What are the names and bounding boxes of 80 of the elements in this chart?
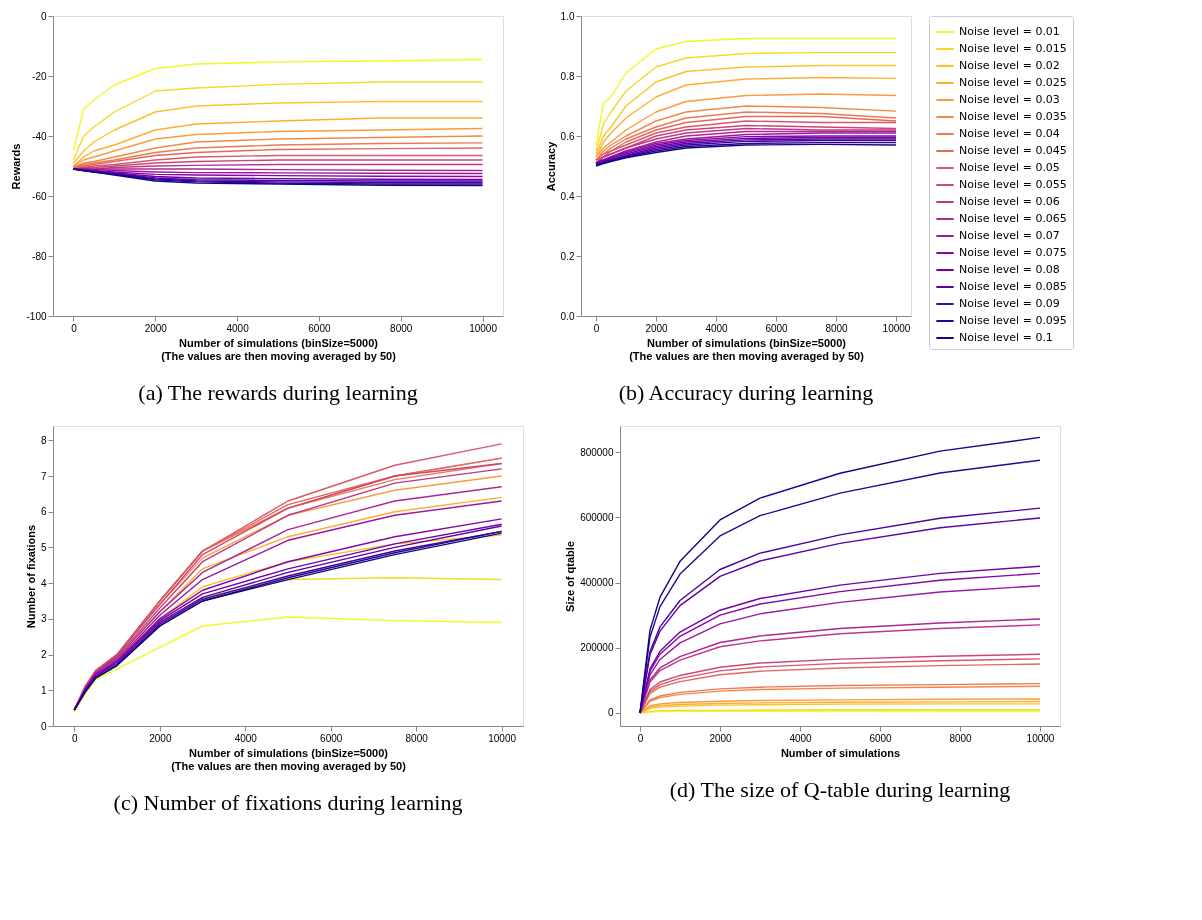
text: (a) The rewards during learning: [138, 380, 418, 405]
x-tick-label: 6000: [765, 322, 789, 334]
x-tick-label: 10000: [469, 322, 498, 334]
x-axis-title: Number of simulations (binSize=5000) (The values are then moving averaged by 50): [629, 336, 865, 362]
y-tick-label: 200000: [580, 642, 614, 654]
legend-label: Noise level = 0.04: [959, 127, 1060, 140]
x-axis-title: Number of simulations: [780, 746, 901, 759]
y-tick-label: 0: [607, 707, 614, 719]
y-tick-label: 0.2: [560, 250, 575, 262]
y-tick-label: 0: [40, 720, 47, 732]
text: (c) Number of fixations during learning: [113, 790, 463, 815]
x-tick-label: 0: [637, 732, 644, 744]
y-tick-label: 2: [40, 649, 47, 661]
x-tick-label: 4000: [789, 732, 813, 744]
legend-label: Noise level = 0.08: [959, 263, 1060, 276]
y-tick-label: 400000: [580, 577, 614, 589]
x-tick-label: 8000: [405, 732, 429, 744]
legend-label: Noise level = 0.03: [959, 93, 1060, 106]
y-tick-label: 1: [40, 684, 47, 696]
legend-label: Noise level = 0.075: [959, 246, 1067, 259]
x-tick-label: 6000: [308, 322, 331, 334]
legend-label: Noise level = 0.095: [959, 314, 1067, 327]
y-tick-label: -100: [26, 310, 47, 322]
x-tick-label: 2000: [709, 732, 733, 744]
x-tick-label: 6000: [320, 732, 343, 744]
y-tick-label: 4: [40, 577, 47, 589]
x-tick-label: 8000: [390, 322, 413, 334]
x-tick-label: 8000: [949, 732, 973, 744]
x-tick-label: 0: [72, 732, 79, 744]
x-tick-label: 10000: [882, 322, 911, 334]
x-tick-label: 6000: [869, 732, 893, 744]
y-tick-label: -40: [32, 130, 47, 142]
legend-label: Noise level = 0.085: [959, 280, 1067, 293]
y-tick-label: -80: [32, 250, 47, 262]
x-tick-label: 2000: [144, 322, 168, 334]
x-tick-label: 8000: [825, 322, 849, 334]
x-tick-label: 4000: [234, 732, 258, 744]
x-axis-title: Number of simulations (binSize=5000) (The values are then moving averaged by 50): [171, 746, 407, 772]
legend-label: Noise level = 0.055: [959, 178, 1067, 191]
legend-label: Noise level = 0.025: [959, 76, 1067, 89]
y-tick-label: -20: [32, 70, 47, 82]
x-tick-label: 0: [71, 322, 78, 334]
legend-label: Noise level = 0.02: [959, 59, 1060, 72]
x-tick-label: 10000: [1026, 732, 1055, 744]
y-tick-label: 0: [40, 10, 47, 22]
y-tick-label: 600000: [580, 511, 614, 523]
y-tick-label: 1.0: [560, 10, 575, 22]
legend-label: Noise level = 0.045: [959, 144, 1067, 157]
y-tick-label: 0.8: [560, 70, 575, 82]
legend-label: Noise level = 0.01: [959, 25, 1060, 38]
y-tick-label: 6: [40, 506, 47, 518]
y-tick-label: 5: [40, 541, 47, 553]
x-tick-label: 2000: [645, 322, 669, 334]
y-tick-label: 0.6: [560, 130, 575, 142]
text: (d) The size of Q-table during learning: [669, 777, 1011, 802]
y-axis-title: Size of qtable: [564, 541, 577, 612]
legend-label: Noise level = 0.035: [959, 110, 1067, 123]
legend-label: Noise level = 0.05: [959, 161, 1060, 174]
y-axis-title: Rewards: [10, 143, 23, 190]
y-tick-label: 7: [40, 470, 47, 482]
x-axis-title: Number of simulations (binSize=5000) (The values are then moving averaged by 50): [161, 336, 397, 362]
y-tick-label: 0.4: [560, 190, 575, 202]
legend-label: Noise level = 0.015: [959, 42, 1067, 55]
y-tick-label: 3: [40, 613, 47, 625]
y-tick-label: 8: [40, 434, 47, 446]
legend-label: Noise level = 0.09: [959, 297, 1060, 310]
x-tick-label: 10000: [488, 732, 517, 744]
y-tick-label: -60: [32, 190, 47, 202]
text: (b) Accuracy during learning: [618, 380, 874, 405]
y-tick-label: 0.0: [560, 310, 575, 322]
x-tick-label: 4000: [226, 322, 250, 334]
x-tick-label: 4000: [705, 322, 729, 334]
legend-label: Noise level = 0.07: [959, 229, 1060, 242]
legend-label: Noise level = 0.06: [959, 195, 1060, 208]
y-tick-label: 800000: [580, 446, 614, 458]
y-axis-title: Number of fixations: [24, 524, 37, 629]
x-tick-label: 2000: [149, 732, 172, 744]
legend-label: Noise level = 0.065: [959, 212, 1067, 225]
y-axis-title: Accuracy: [544, 140, 557, 192]
legend-label: Noise level = 0.1: [959, 331, 1053, 344]
